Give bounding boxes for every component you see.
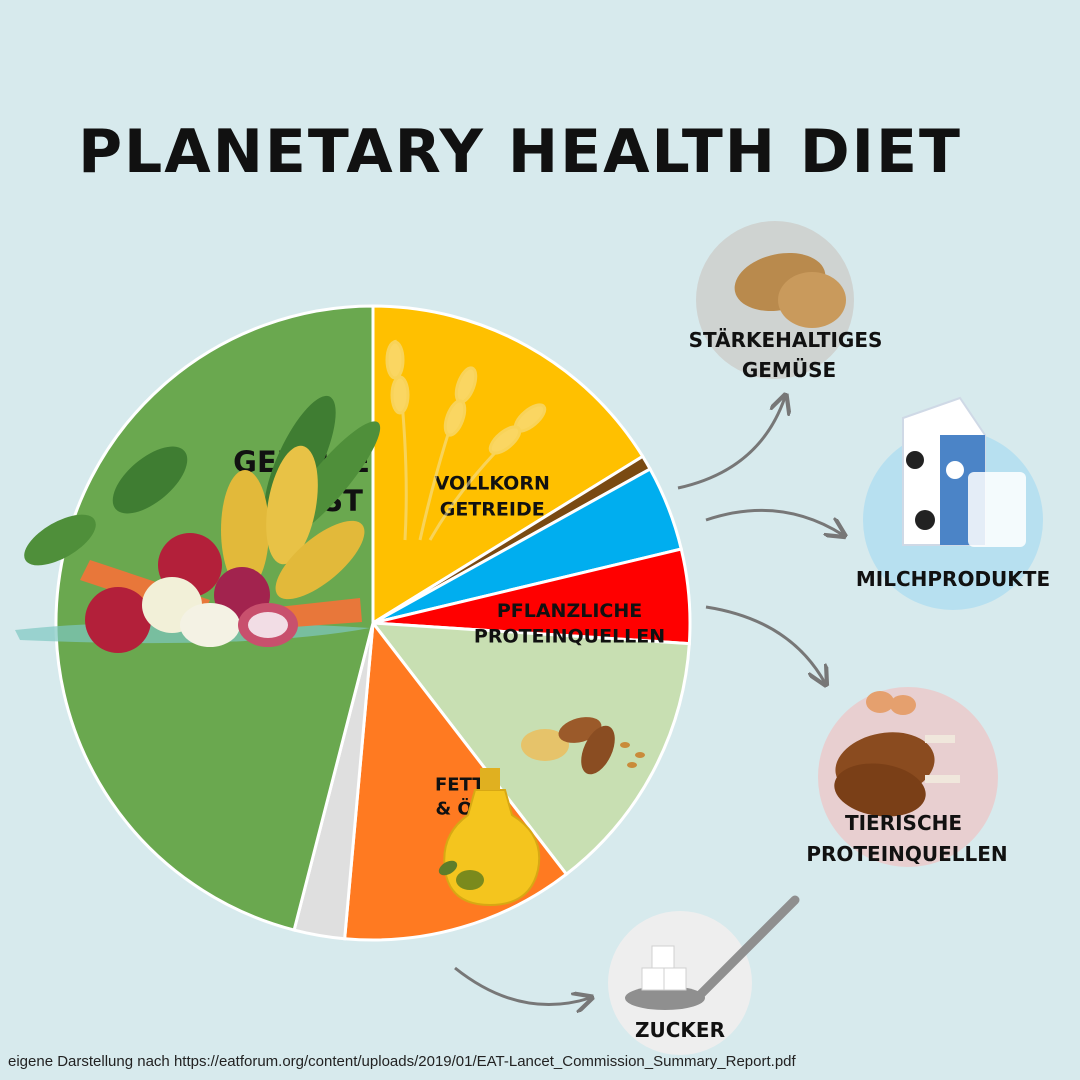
callout-sugar: ZUCKER xyxy=(608,895,800,1055)
potato-icon xyxy=(734,252,846,328)
nuts-illustration xyxy=(521,717,645,775)
pie-slice xyxy=(371,304,645,626)
slice-label: GETREIDE xyxy=(440,498,545,520)
chicken-leg-icon xyxy=(834,691,960,817)
callout-arrows xyxy=(454,397,843,1005)
source-citation: eigene Darstellung nach https://eatforum… xyxy=(8,1053,797,1070)
callout-label: GEMÜSE xyxy=(742,358,836,382)
callout-label: TIERISCHE xyxy=(845,811,962,835)
slice-label: VOLLKORN xyxy=(435,473,550,495)
page-title: PLANETARY HEALTH DIET xyxy=(78,117,962,187)
callout-starchy-vegetables: STÄRKEHALTIGES GEMÜSE xyxy=(689,221,890,382)
svg-text:ZUCKER: ZUCKER xyxy=(635,1018,725,1042)
callout-label: STÄRKEHALTIGES xyxy=(689,328,883,352)
vegetable-illustration xyxy=(15,395,381,653)
svg-text:MILCHPRODUKTE: MILCHPRODUKTE xyxy=(856,567,1050,591)
slice-label: PFLANZLICHE xyxy=(497,600,642,622)
callout-label: ZUCKER xyxy=(635,1018,725,1042)
callout-label: MILCHPRODUKTE xyxy=(856,567,1050,591)
callout-dairy: MILCHPRODUKTE xyxy=(856,396,1050,610)
svg-text:STÄRKEHALTIGES GEMÜSE: STÄRKEHALTIGES GEMÜSE xyxy=(689,328,890,382)
milk-carton-icon xyxy=(902,396,1026,547)
wheat-illustration xyxy=(385,339,547,541)
sugar-spoon-icon xyxy=(625,895,800,1010)
callout-animal-protein: TIERISCHE PROTEINQUELLEN xyxy=(806,687,1008,867)
callout-label: PROTEINQUELLEN xyxy=(806,842,1007,866)
oil-bottle-illustration xyxy=(438,768,541,907)
slice-label: PROTEINQUELLEN xyxy=(474,626,665,648)
svg-text:TIERISCHE PROTEINQUELLEN: TIERISCHE PROTEINQUELLEN xyxy=(806,811,1007,866)
